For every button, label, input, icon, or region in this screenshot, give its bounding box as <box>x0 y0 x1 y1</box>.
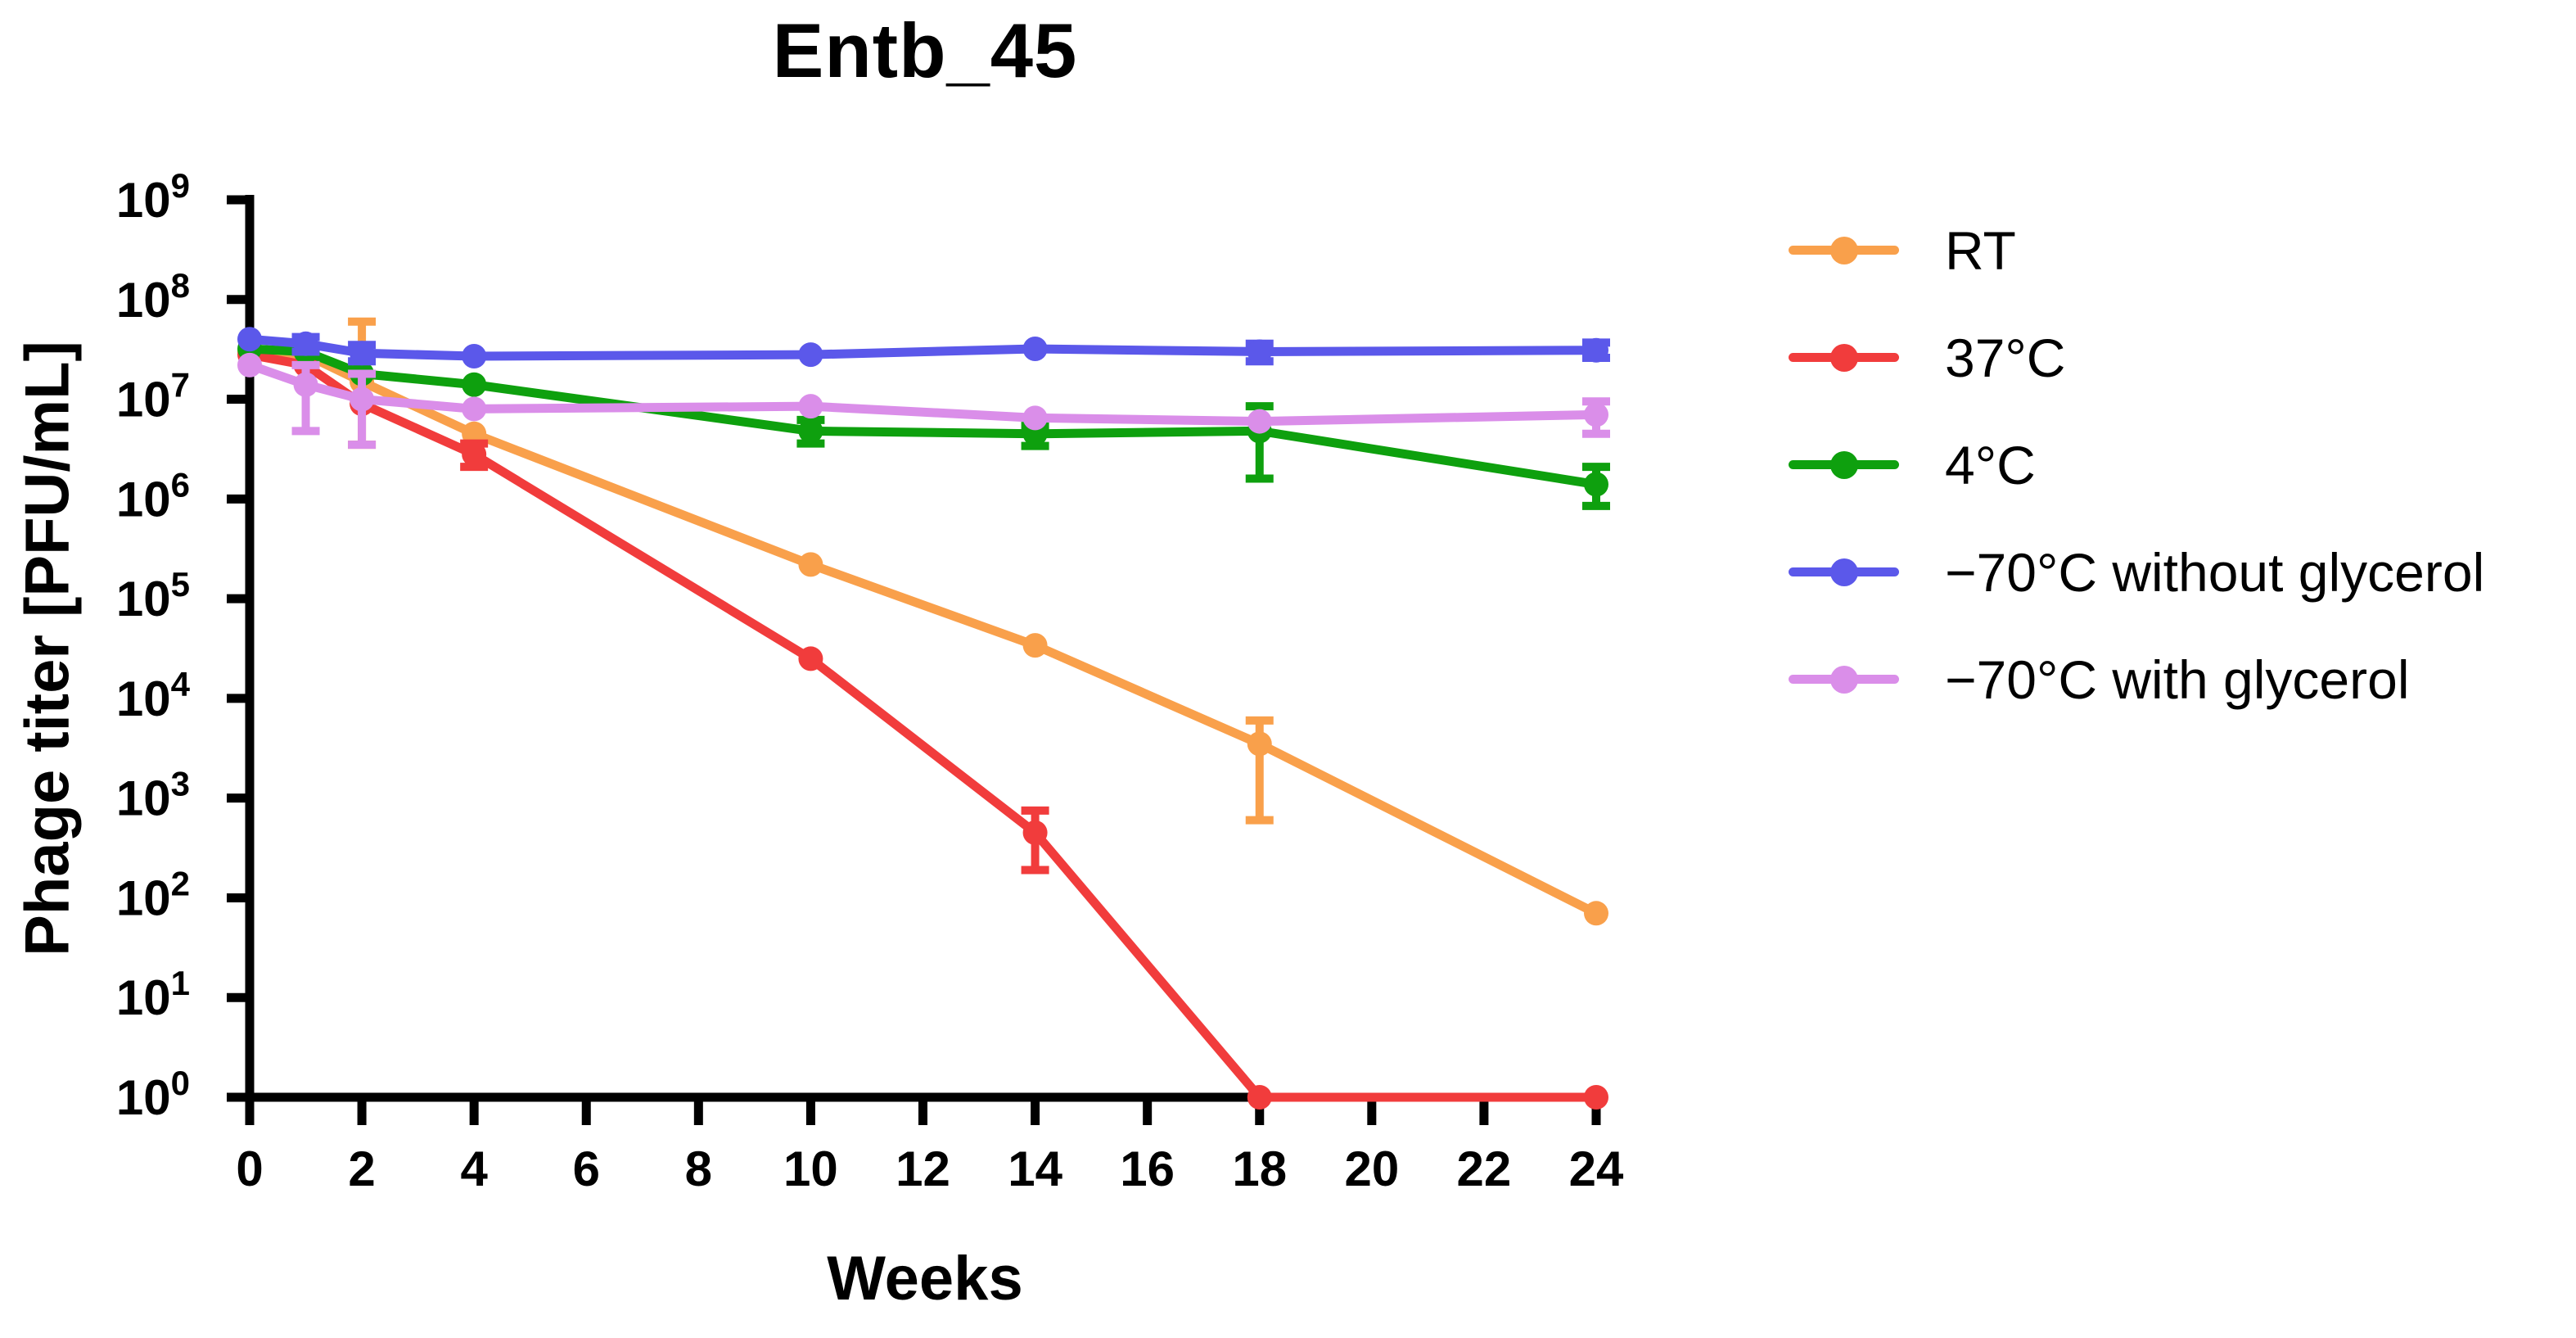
y-tick-label: 102 <box>116 864 190 925</box>
y-tick-label: 103 <box>116 765 190 826</box>
y-tick-label: 108 <box>116 266 190 328</box>
data-point <box>462 441 487 467</box>
data-point <box>1022 633 1048 658</box>
legend-label: 37°C <box>1945 327 2066 388</box>
series-70-c-without-glycerol <box>237 327 1610 369</box>
legend-swatch-icon <box>1789 558 1899 586</box>
x-tick-label: 20 <box>1344 1141 1399 1196</box>
legend-item-4-c: 4°C <box>1789 411 2484 518</box>
data-point <box>350 386 375 412</box>
legend-dot-icon <box>1829 236 1858 264</box>
legend-label: −70°C without glycerol <box>1945 541 2485 603</box>
data-point <box>462 344 487 369</box>
legend-dot-icon <box>1829 450 1858 479</box>
data-point <box>798 342 823 368</box>
series-70-c-with-glycerol <box>237 352 1610 450</box>
data-point <box>1584 472 1608 497</box>
data-point <box>798 394 823 419</box>
x-tick-label: 22 <box>1457 1141 1512 1196</box>
data-point <box>462 372 487 397</box>
y-tick-label: 104 <box>116 665 191 726</box>
data-point <box>462 396 487 422</box>
x-tick-label: 12 <box>896 1141 950 1196</box>
x-tick-label: 0 <box>236 1141 263 1196</box>
x-tick-label: 2 <box>348 1141 375 1196</box>
data-point <box>798 418 823 444</box>
series-line <box>248 350 1596 1102</box>
legend-swatch-icon <box>1789 665 1899 694</box>
data-point <box>798 552 823 577</box>
y-tick-label: 109 <box>116 166 190 228</box>
legend-dot-icon <box>1829 558 1858 586</box>
legend-label: 4°C <box>1945 434 2036 495</box>
data-point <box>237 327 262 352</box>
data-point <box>1022 337 1048 362</box>
x-axis-label: Weeks <box>827 1244 1023 1313</box>
y-tick-label: 105 <box>116 565 190 626</box>
x-tick-label: 10 <box>783 1141 838 1196</box>
data-point <box>1584 1085 1608 1110</box>
y-tick-label: 107 <box>116 366 190 427</box>
legend-item-rt: RT <box>1789 197 2484 304</box>
x-tick-label: 6 <box>573 1141 600 1196</box>
x-tick-label: 24 <box>1569 1141 1624 1196</box>
series-line <box>249 334 1597 361</box>
data-point <box>1584 337 1608 363</box>
x-tick-label: 4 <box>460 1141 488 1196</box>
legend-item-70-c-with-glycerol: −70°C with glycerol <box>1789 626 2484 733</box>
legend-dot-icon <box>1829 343 1858 372</box>
data-point <box>350 341 375 366</box>
y-tick-label: 100 <box>116 1064 190 1125</box>
data-point <box>1584 901 1608 926</box>
data-point <box>237 352 262 377</box>
legend-label: −70°C with glycerol <box>1945 649 2410 710</box>
data-point <box>1022 820 1048 845</box>
data-point <box>293 331 318 356</box>
data-point <box>1247 731 1272 757</box>
data-point <box>1247 339 1272 364</box>
legend-item-70-c-without-glycerol: −70°C without glycerol <box>1789 518 2484 626</box>
x-tick-label: 16 <box>1120 1141 1175 1196</box>
x-tick-label: 18 <box>1232 1141 1287 1196</box>
legend-dot-icon <box>1829 665 1858 694</box>
series-line <box>248 360 1597 427</box>
y-tick-label: 106 <box>116 465 190 527</box>
data-point <box>798 646 823 671</box>
data-point <box>1022 405 1048 431</box>
legend-item-37-c: 37°C <box>1789 304 2484 411</box>
legend: RT 37°C 4°C −70°C without glycerol −70°C wit… <box>1789 197 2484 733</box>
data-point <box>1584 402 1608 427</box>
y-tick-label: 101 <box>116 964 190 1025</box>
legend-swatch-icon <box>1789 450 1899 479</box>
legend-label: RT <box>1945 219 2016 281</box>
data-point <box>1247 409 1272 434</box>
chart-title: Entb_45 <box>772 7 1078 93</box>
x-tick-label: 8 <box>685 1141 712 1196</box>
legend-swatch-icon <box>1789 343 1899 372</box>
data-point <box>293 372 318 397</box>
legend-swatch-icon <box>1789 236 1899 264</box>
data-point <box>1247 1085 1272 1110</box>
x-tick-label: 14 <box>1008 1141 1062 1196</box>
